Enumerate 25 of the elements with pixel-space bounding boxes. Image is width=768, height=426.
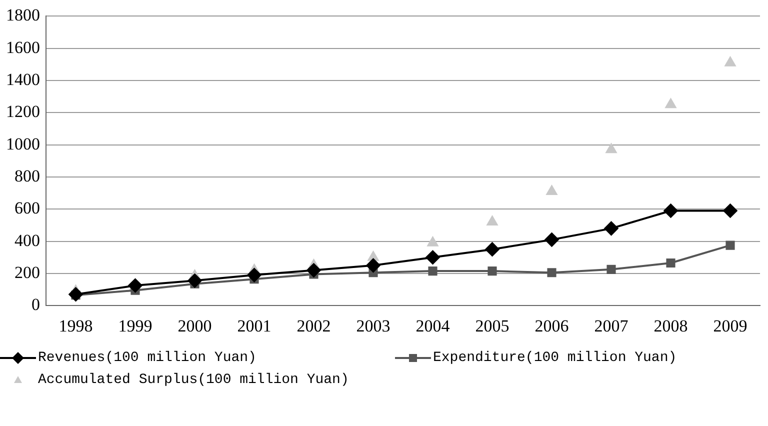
y-tick-label: 800: [14, 166, 40, 186]
y-tick-label: 1000: [6, 134, 40, 154]
x-tick-label: 2004: [416, 316, 450, 336]
x-tick-label: 2008: [654, 316, 688, 336]
x-tick-label: 2003: [356, 316, 390, 336]
x-tick-label: 1998: [58, 316, 93, 336]
x-tick-label: 2007: [594, 316, 629, 336]
y-tick-label: 1200: [6, 102, 40, 122]
y-tick-label: 1400: [6, 70, 40, 89]
x-tick-label: 2002: [296, 316, 331, 336]
legend-label: Expenditure(100 million Yuan): [433, 350, 677, 366]
x-tick-label: 2000: [178, 316, 212, 336]
legend-label: Accumulated Surplus(100 million Yuan): [38, 372, 349, 388]
y-tick-label: 200: [14, 262, 40, 282]
y-tick-label: 1600: [6, 38, 40, 57]
y-tick-label: 400: [14, 230, 40, 250]
x-tick-label: 2001: [237, 316, 272, 336]
y-tick-label: 600: [14, 198, 40, 218]
y-tick-label: 1800: [6, 6, 40, 25]
x-tick-label: 2006: [534, 316, 569, 336]
legend-label: Revenues(100 million Yuan): [38, 350, 256, 366]
x-tick-label: 1999: [118, 316, 152, 336]
y-tick-label: 0: [32, 295, 40, 314]
x-tick-label: 2009: [713, 316, 748, 336]
x-tick-label: 2005: [475, 316, 510, 336]
